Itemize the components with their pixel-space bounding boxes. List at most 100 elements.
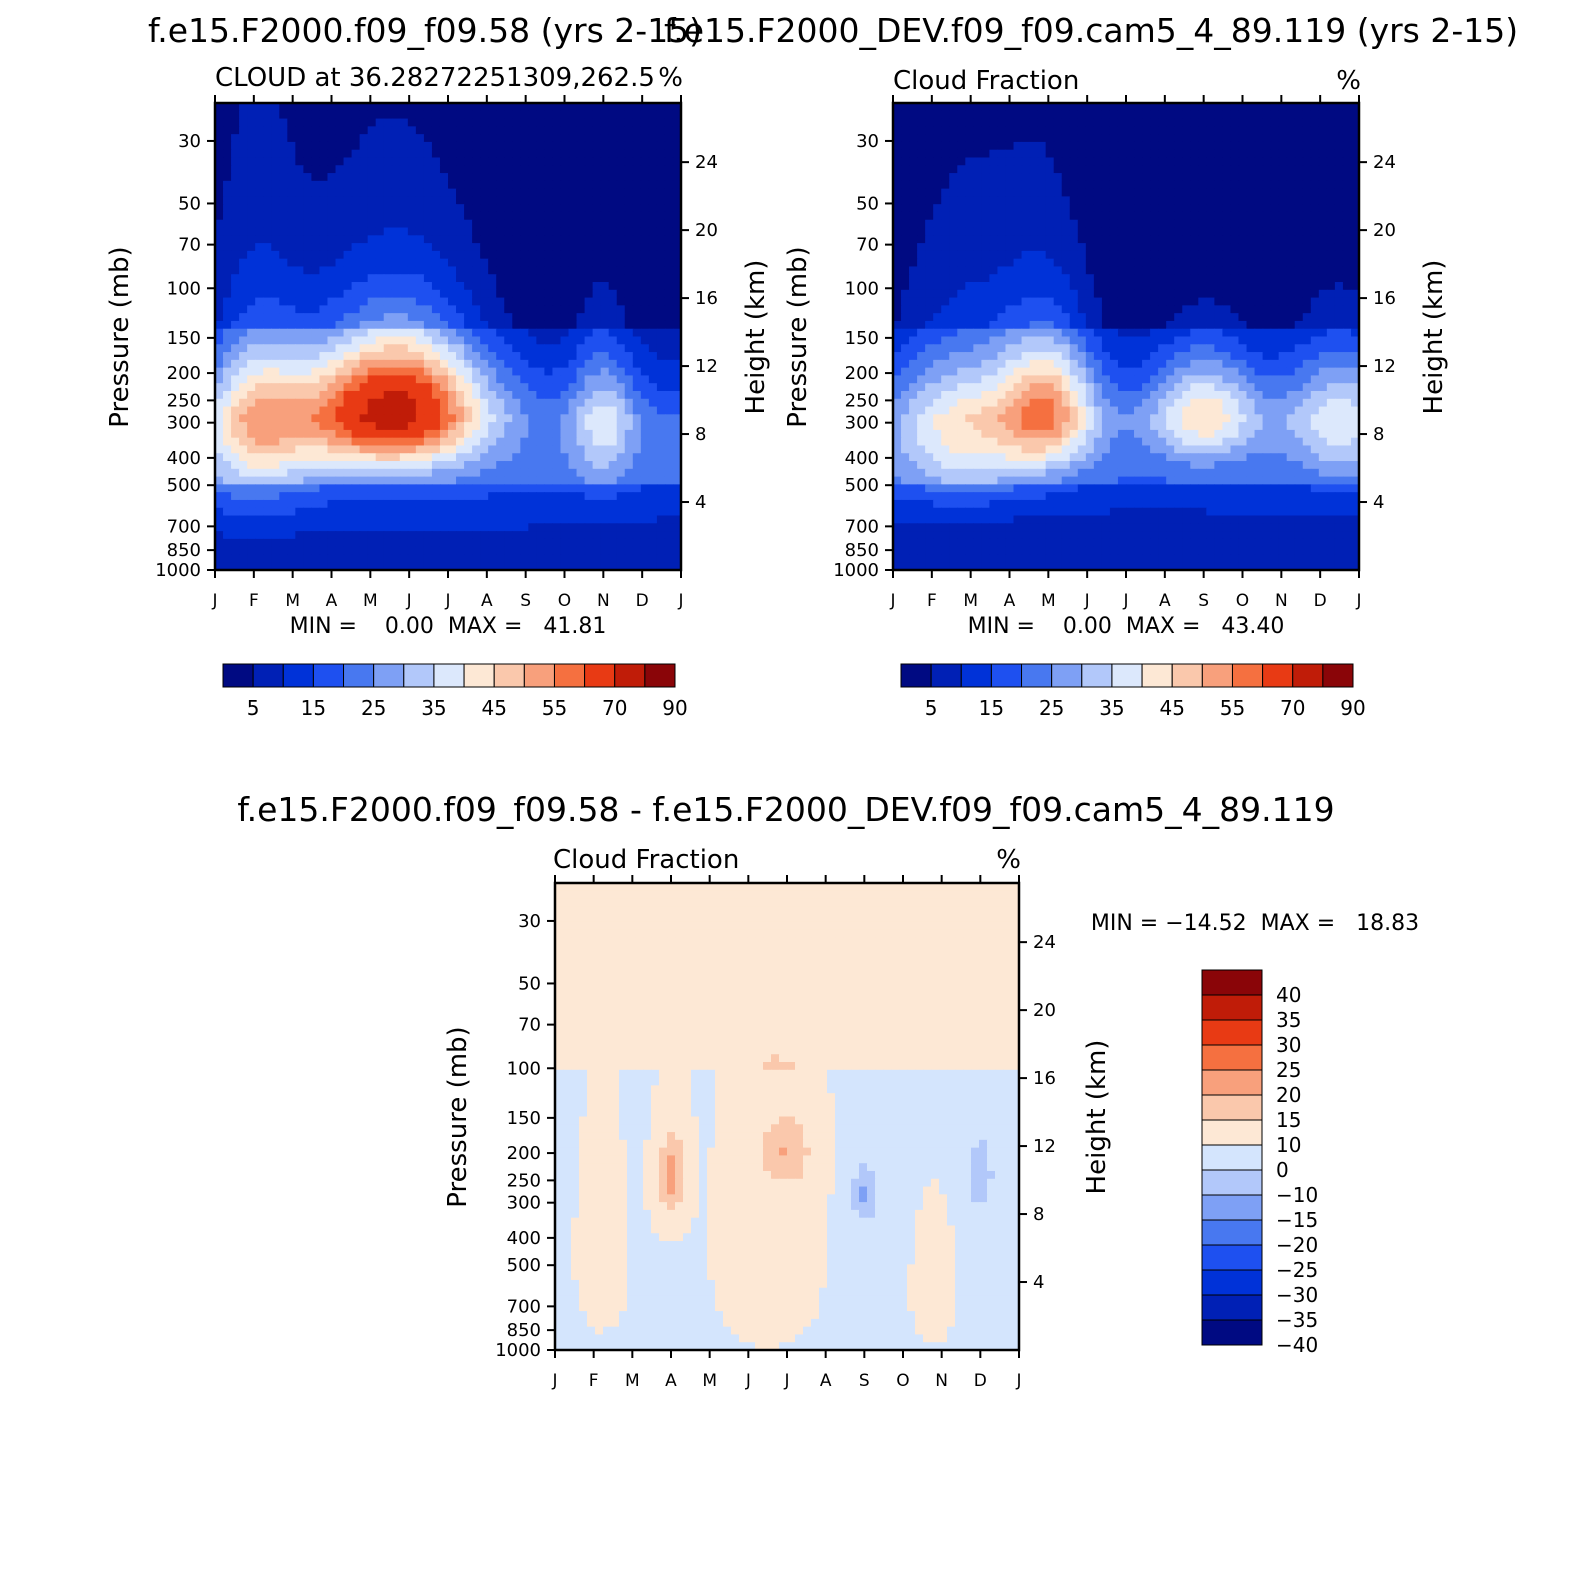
field-cell <box>1013 180 1023 190</box>
field-cell <box>1166 180 1175 190</box>
field-cell <box>480 274 489 283</box>
field-cell <box>640 352 650 361</box>
field-cell <box>1278 103 1288 112</box>
field-cell <box>359 157 369 166</box>
field-cell <box>287 134 296 143</box>
field-cell <box>359 398 369 408</box>
field-cell <box>439 523 449 532</box>
field-cell <box>584 250 594 260</box>
field-cell <box>375 445 385 454</box>
field-cell <box>247 157 256 166</box>
field-cell <box>989 266 999 275</box>
field-cell <box>512 165 521 174</box>
field-cell <box>616 219 626 229</box>
field-cell <box>399 141 409 151</box>
field-cell <box>263 468 272 478</box>
field-cell <box>933 282 942 291</box>
field-cell <box>279 406 288 415</box>
field-cell <box>319 219 329 229</box>
field-cell <box>351 562 361 571</box>
field-cell <box>536 110 546 120</box>
field-cell <box>496 157 505 166</box>
field-cell <box>448 515 457 524</box>
field-cell <box>1262 250 1272 260</box>
field-cell <box>544 554 554 563</box>
field-cell <box>399 461 409 470</box>
field-cell <box>231 258 240 268</box>
field-cell <box>1350 165 1360 174</box>
field-cell <box>1029 274 1039 283</box>
field-cell <box>448 126 457 135</box>
field-cell <box>1101 118 1111 127</box>
field-cell <box>536 336 546 345</box>
field-cell <box>1190 118 1199 127</box>
field-cell <box>1302 118 1312 127</box>
field-cell <box>271 211 280 221</box>
field-cell <box>287 297 296 306</box>
field-cell <box>215 499 224 509</box>
field-cell <box>239 562 248 571</box>
field-cell <box>215 507 224 517</box>
field-cell <box>1005 173 1015 182</box>
field-cell <box>560 367 570 377</box>
field-cell <box>359 227 369 236</box>
field-cell <box>448 507 457 517</box>
field-cell <box>1310 103 1320 112</box>
field-cell <box>407 352 417 361</box>
field-cell <box>997 235 1007 244</box>
field-cell <box>568 429 578 439</box>
field-cell <box>989 274 999 283</box>
field-cell <box>311 515 321 524</box>
field-cell <box>632 320 642 330</box>
field-cell <box>279 289 288 299</box>
field-cell <box>544 196 554 205</box>
field-cell <box>488 204 497 213</box>
field-cell <box>656 461 666 470</box>
field-cell <box>1230 118 1240 127</box>
field-cell <box>464 515 473 524</box>
field-cell <box>255 406 264 415</box>
field-cell <box>415 453 425 462</box>
field-cell <box>917 289 926 299</box>
field-cell <box>456 180 465 190</box>
field-cell <box>415 390 425 400</box>
field-cell <box>375 468 385 478</box>
field-cell <box>656 103 666 112</box>
field-cell <box>584 282 594 291</box>
field-cell <box>1061 134 1071 143</box>
field-cell <box>632 461 642 470</box>
field-cell <box>1214 211 1224 221</box>
field-cell <box>1126 258 1135 268</box>
field-cell <box>965 188 974 197</box>
field-cell <box>327 429 337 439</box>
field-cell <box>319 110 329 120</box>
field-cell <box>480 165 489 174</box>
field-cell <box>367 274 377 283</box>
field-cell <box>989 188 999 197</box>
field-cell <box>407 196 417 205</box>
field-cell <box>423 126 433 135</box>
field-cell <box>592 352 602 361</box>
field-cell <box>672 235 682 244</box>
field-cell <box>544 437 554 447</box>
field-cell <box>472 406 481 415</box>
colorbar-label: 70 <box>602 696 627 720</box>
field-cell <box>632 157 642 166</box>
field-cell <box>1166 126 1175 135</box>
field-cell <box>431 313 441 322</box>
field-cell <box>399 507 409 517</box>
field-cell <box>1093 250 1103 260</box>
field-cell <box>1109 196 1119 205</box>
field-cell <box>464 531 473 540</box>
field-cell <box>1117 196 1127 205</box>
field-cell <box>1318 157 1328 166</box>
field-cell <box>997 282 1007 291</box>
field-cell <box>464 320 473 330</box>
field-cell <box>247 110 256 120</box>
field-cell <box>1174 266 1183 275</box>
field-cell <box>464 204 473 213</box>
field-cell <box>608 305 618 314</box>
field-cell <box>415 165 425 174</box>
field-cell <box>391 243 401 252</box>
panel-test: f.e15.F2000_DEV.f09_f09.cam5_4_89.119 (y… <box>664 11 1518 720</box>
